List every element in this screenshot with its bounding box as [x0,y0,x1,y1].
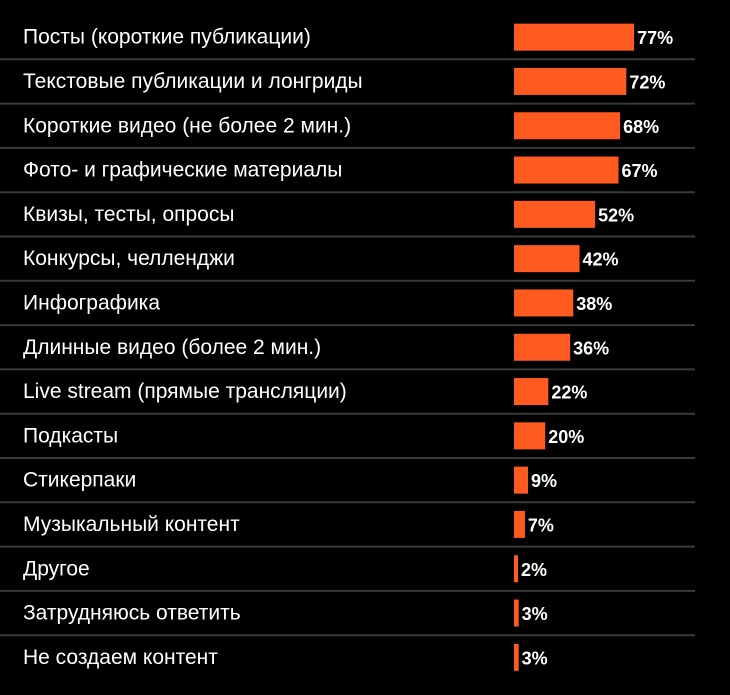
category-label: Затрудняюсь ответить [23,602,241,625]
value-label: 72% [629,72,665,92]
chart-row: Подкасты 20% [23,422,584,450]
bar [514,555,518,583]
bar [514,510,525,538]
bar [514,245,580,273]
value-label: 38% [576,294,612,314]
bar [514,23,635,51]
category-label: Live stream (прямые трансляции) [23,380,347,403]
bar [514,200,596,228]
bar [514,112,621,140]
category-label: Текстовые публикации и лонгриды [23,70,363,93]
category-label: Стикерпаки [23,469,136,492]
chart-row: Live stream (прямые трансляции) 22% [23,378,587,406]
category-label: Другое [23,557,90,580]
value-label: 9% [531,471,557,491]
category-label: Инфографика [23,291,160,314]
chart-row: Короткие видео (не более 2 мин.) 68% [23,112,659,140]
category-label: Подкасты [23,424,118,447]
value-label: 7% [528,515,554,535]
value-label: 2% [521,560,547,580]
category-label: Конкурсы, челленджи [23,247,235,270]
value-label: 77% [637,28,673,48]
chart-row: Стикерпаки 9% [23,466,557,494]
bar [514,466,529,494]
chart-row: Текстовые публикации и лонгриды 72% [23,67,665,95]
bar [514,333,571,361]
chart-row: Затрудняюсь ответить 3% [23,599,548,627]
value-label: 20% [548,427,584,447]
category-label: Не создаем контент [23,646,218,669]
chart-row: Инфографика 38% [23,289,612,317]
category-label: Музыкальный контент [23,513,240,536]
bar [514,289,574,317]
value-label: 22% [551,383,587,403]
bar [514,643,519,671]
value-label: 3% [522,604,548,624]
category-label: Длинные видео (более 2 мин.) [23,336,321,359]
value-label: 68% [623,117,659,137]
chart-row: Конкурсы, челленджи 42% [23,245,619,273]
value-label: 36% [573,338,609,358]
bar [514,422,546,450]
chart-row: Музыкальный контент 7% [23,510,554,538]
chart-row: Другое 2% [23,555,547,583]
chart-row: Длинные видео (более 2 мин.) 36% [23,333,609,361]
chart-row: Посты (короткие публикации) 77% [23,23,673,51]
category-label: Короткие видео (не более 2 мин.) [23,114,351,137]
bar [514,156,619,184]
bar [514,599,519,627]
value-label: 42% [583,250,619,270]
category-label: Фото- и графические материалы [23,159,342,182]
value-label: 67% [622,161,658,181]
chart-row: Фото- и графические материалы 67% [23,156,658,184]
chart-row: Не создаем контент 3% [23,643,548,671]
bar [514,378,549,406]
value-label: 52% [598,205,634,225]
chart-row: Квизы, тесты, опросы 52% [23,200,634,228]
bar [514,67,627,95]
category-label: Посты (короткие публикации) [23,26,311,49]
category-label: Квизы, тесты, опросы [23,203,234,226]
value-label: 3% [522,648,548,668]
